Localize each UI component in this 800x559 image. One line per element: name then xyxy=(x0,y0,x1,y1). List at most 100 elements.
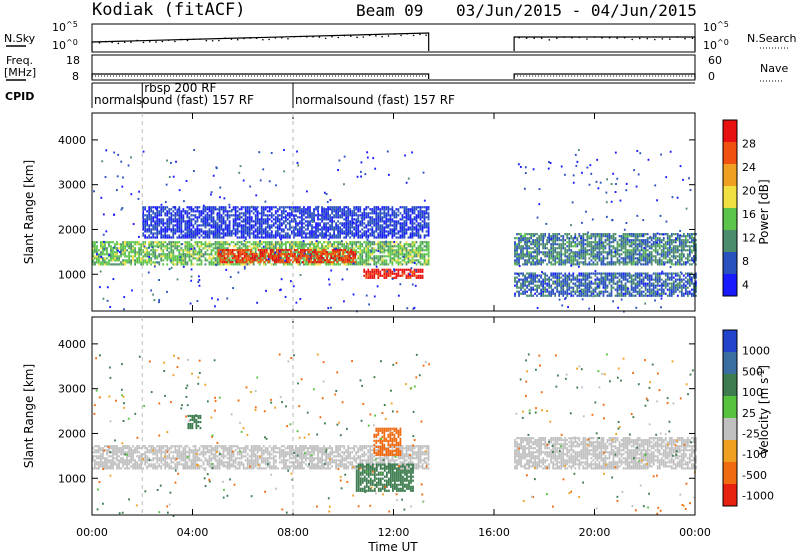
heatmap-cell xyxy=(673,257,675,259)
heatmap-cell xyxy=(367,261,369,263)
heatmap-cell xyxy=(590,253,592,255)
heatmap-cell xyxy=(396,232,398,234)
heatmap-cell xyxy=(357,218,359,220)
heatmap-cell xyxy=(267,224,269,226)
heatmap-cell xyxy=(261,210,263,212)
heatmap-cell xyxy=(203,220,205,222)
heatmap-cell xyxy=(195,206,197,208)
heatmap-cell xyxy=(199,241,201,243)
heatmap-cell xyxy=(270,249,272,251)
heatmap-cell xyxy=(323,228,325,230)
heatmap-cell xyxy=(609,237,611,239)
heatmap-cell xyxy=(174,208,176,210)
nsearch-point xyxy=(312,36,314,38)
heatmap-cell xyxy=(611,237,613,239)
cpid-label: CPID xyxy=(5,90,34,103)
heatmap-cell xyxy=(242,249,244,251)
heatmap-cell xyxy=(524,259,526,261)
heatmap-cell xyxy=(516,247,518,249)
heatmap-cell xyxy=(633,261,635,263)
heatmap-cell xyxy=(307,206,309,208)
heatmap-cell xyxy=(223,263,225,265)
heatmap-cell xyxy=(416,253,418,255)
heatmap-cell xyxy=(353,228,355,230)
heatmap-cell xyxy=(326,261,328,263)
heatmap-cell xyxy=(345,212,347,214)
heatmap-cell xyxy=(178,261,180,263)
heatmap-cell xyxy=(402,206,404,208)
heatmap-cell xyxy=(219,230,221,232)
heatmap-cell xyxy=(623,243,625,245)
heatmap-cell xyxy=(369,216,371,218)
heatmap-cell xyxy=(259,230,261,232)
heatmap-cell xyxy=(657,245,659,247)
heatmap-cell xyxy=(673,245,675,247)
heatmap-cell xyxy=(170,247,172,249)
heatmap-cell xyxy=(428,261,430,263)
heatmap-cell xyxy=(402,275,404,277)
heatmap-cell xyxy=(278,253,280,255)
heatmap-cell xyxy=(98,257,100,259)
heatmap-cell xyxy=(223,208,225,210)
heatmap-cell xyxy=(218,249,220,251)
heatmap-cell xyxy=(371,220,373,222)
heatmap-cell xyxy=(631,233,633,235)
heatmap-cell xyxy=(367,247,369,249)
heatmap-cell xyxy=(576,253,578,255)
heatmap-cell xyxy=(404,273,406,275)
heatmap-cell xyxy=(373,263,375,265)
heatmap-cell xyxy=(355,232,357,234)
heatmap-cell xyxy=(351,212,353,214)
heatmap-cell xyxy=(269,245,271,247)
heatmap-cell xyxy=(227,228,229,230)
heatmap-cell xyxy=(617,241,619,243)
heatmap-cell xyxy=(653,235,655,237)
heatmap-cell xyxy=(205,210,207,212)
heatmap-cell xyxy=(178,218,180,220)
heatmap-cell xyxy=(629,235,631,237)
heatmap-cell xyxy=(146,255,148,257)
heatmap-cell xyxy=(377,245,379,247)
heatmap-cell xyxy=(556,257,558,259)
heatmap-cell xyxy=(363,226,365,228)
heatmap-cell xyxy=(223,236,225,238)
heatmap-cell xyxy=(162,230,164,232)
heatmap-cell xyxy=(375,216,377,218)
heatmap-cell xyxy=(345,218,347,220)
heatmap-cell xyxy=(353,206,355,208)
heatmap-cell xyxy=(637,257,639,259)
heatmap-cell xyxy=(315,245,317,247)
heatmap-cell xyxy=(289,245,291,247)
heatmap-cell xyxy=(144,243,146,245)
heatmap-cell xyxy=(554,259,556,261)
heatmap-cell xyxy=(148,251,150,253)
heatmap-cell xyxy=(516,291,518,293)
heatmap-cell xyxy=(211,243,213,245)
heatmap-cell xyxy=(197,263,199,265)
heatmap-cell xyxy=(323,224,325,226)
heatmap-cell xyxy=(229,232,231,234)
heatmap-cell xyxy=(524,247,526,249)
heatmap-cell xyxy=(412,222,414,224)
heatmap-cell xyxy=(524,281,526,283)
heatmap-cell xyxy=(414,259,416,261)
heatmap-cell xyxy=(562,235,564,237)
heatmap-cell xyxy=(675,257,677,259)
heatmap-cell xyxy=(389,220,391,222)
heatmap-cell xyxy=(414,232,416,234)
heatmap-cell xyxy=(418,210,420,212)
heatmap-cell xyxy=(340,259,342,261)
heatmap-cell xyxy=(146,236,148,238)
heatmap-cell xyxy=(265,245,267,247)
heatmap-cell xyxy=(365,206,367,208)
heatmap-cell xyxy=(243,263,245,265)
heatmap-cell xyxy=(178,253,180,255)
heatmap-cell xyxy=(540,263,542,265)
heatmap-cell xyxy=(597,247,599,249)
heatmap-cell xyxy=(132,257,134,259)
heatmap-cell xyxy=(667,249,669,251)
heatmap-cell xyxy=(669,261,671,263)
cpid-entry: normalsound (fast) 157 RF xyxy=(295,93,455,107)
heatmap-cell xyxy=(637,245,639,247)
heatmap-cell xyxy=(550,257,552,259)
